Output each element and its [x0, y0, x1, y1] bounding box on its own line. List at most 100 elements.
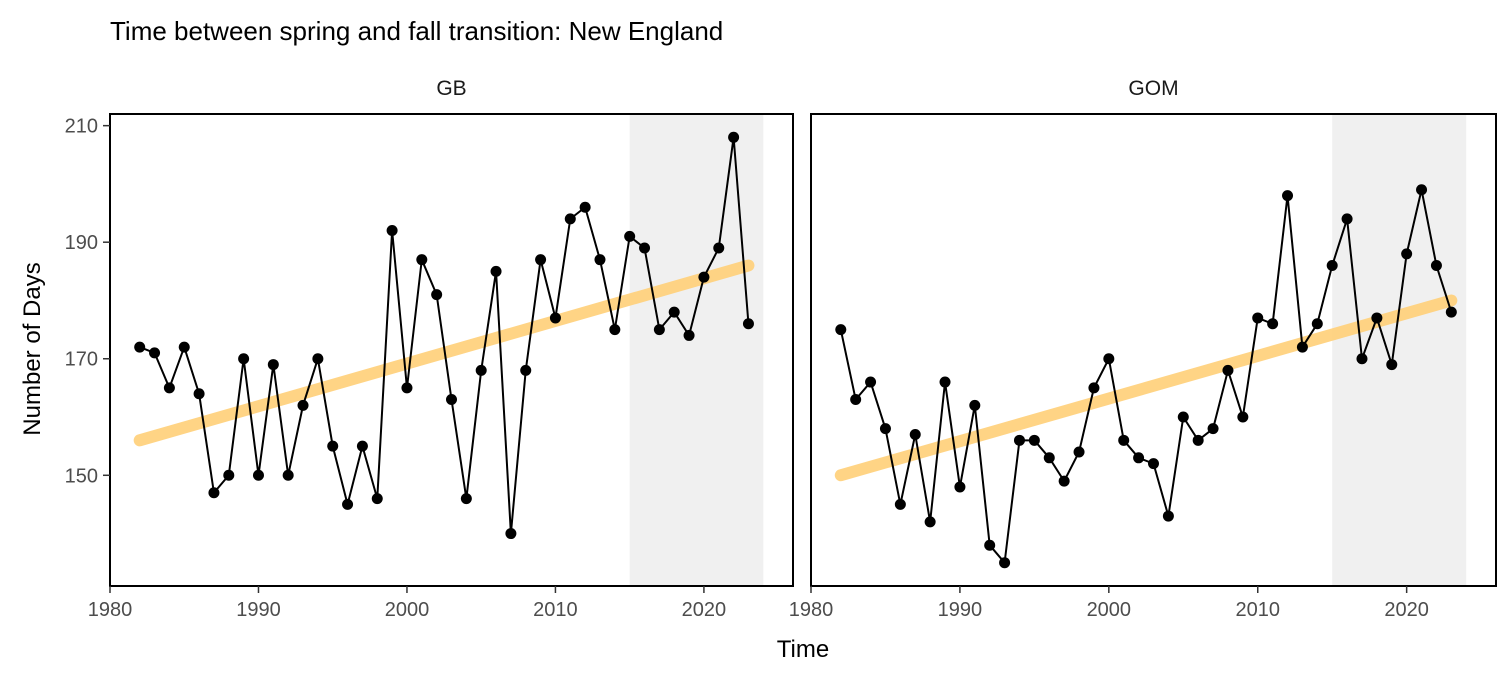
- data-point-gom: [1267, 318, 1279, 330]
- series-line-gb: [139, 136, 750, 535]
- x-tick-label: 2000: [385, 599, 430, 621]
- x-tick-label: 1990: [938, 599, 983, 621]
- data-point-gom: [1222, 364, 1234, 376]
- x-tick-label: 2010: [1235, 599, 1280, 621]
- data-point-gom: [954, 481, 966, 493]
- data-point-gom: [1282, 190, 1294, 202]
- y-tick-label: 190: [65, 232, 98, 254]
- data-point-gom: [1416, 184, 1428, 196]
- data-point-gb: [178, 341, 190, 353]
- x-tick-label: 1980: [88, 599, 133, 621]
- data-point-gb: [683, 329, 695, 341]
- data-point-gom: [1237, 411, 1249, 423]
- data-point-gb: [223, 469, 235, 481]
- data-point-gb: [312, 353, 324, 365]
- data-point-gom: [1088, 382, 1100, 394]
- y-tick-label: 170: [65, 349, 98, 371]
- y-tick-label: 150: [65, 465, 98, 487]
- data-point-gom: [894, 498, 906, 510]
- data-point-gom: [1296, 341, 1308, 353]
- facet-label-gb: GB: [436, 77, 466, 100]
- data-point-gb: [238, 353, 250, 365]
- data-point-gb: [342, 498, 354, 510]
- data-point-gom: [1177, 411, 1189, 423]
- x-tick-label: 1990: [236, 599, 281, 621]
- data-point-gom: [1148, 458, 1159, 470]
- facet-panels: GB 1980 1990 2000 2010 2020 150 170 190 210 GOM 198…: [65, 77, 1497, 621]
- data-point-gb: [594, 254, 606, 266]
- data-point-gb: [282, 469, 294, 481]
- data-point-gom: [1252, 312, 1264, 324]
- data-point-gom: [1162, 510, 1174, 522]
- data-point-gb: [549, 312, 561, 324]
- data-point-gom: [865, 376, 877, 388]
- chart-title: Time between spring and fall transition:…: [110, 16, 723, 46]
- data-point-gb: [252, 469, 264, 481]
- series-line-gom: [839, 188, 1453, 564]
- data-point-gom: [1058, 475, 1070, 487]
- data-point-gb: [579, 201, 591, 213]
- data-point-gom: [1430, 260, 1442, 272]
- data-point-gb: [460, 493, 472, 505]
- data-point-gb: [475, 364, 487, 376]
- data-point-gb: [401, 382, 413, 394]
- shaded-period-gb: [629, 114, 764, 586]
- data-point-gb: [267, 359, 279, 371]
- data-point-gom: [939, 376, 951, 388]
- data-point-gb: [208, 487, 220, 499]
- data-point-gb: [386, 225, 398, 237]
- data-point-gom: [1013, 434, 1025, 446]
- data-point-gb: [713, 242, 725, 254]
- data-point-gb: [446, 394, 457, 406]
- data-point-gom: [1028, 434, 1040, 446]
- x-tick-label: 2020: [682, 599, 727, 621]
- data-point-gom: [1386, 359, 1398, 371]
- data-point-gb: [149, 347, 161, 359]
- data-point-gb: [490, 265, 502, 277]
- data-point-gb: [609, 324, 621, 336]
- x-tick-label: 2000: [1087, 599, 1132, 621]
- data-point-gb: [535, 254, 547, 266]
- panel-gb: GB 1980 1990 2000 2010 2020 150 170 190 210: [65, 77, 794, 621]
- data-point-gb: [698, 271, 710, 283]
- x-tick-label: 2010: [533, 599, 578, 621]
- data-point-gom: [999, 557, 1011, 569]
- data-point-gom: [1073, 446, 1085, 458]
- data-point-gom: [850, 394, 862, 406]
- data-point-gom: [1401, 248, 1413, 260]
- data-point-gom: [1341, 213, 1353, 225]
- data-point-gom: [1043, 452, 1055, 464]
- data-point-gom: [909, 428, 921, 440]
- y-tick-label: 210: [65, 116, 98, 138]
- data-point-gb: [371, 493, 383, 505]
- x-tick-label: 1980: [789, 599, 834, 621]
- data-point-gb: [134, 341, 146, 353]
- data-point-gom: [1371, 312, 1383, 324]
- data-point-gom: [1311, 318, 1323, 330]
- data-point-gom: [1445, 306, 1457, 318]
- data-point-gb: [327, 440, 339, 452]
- data-point-gom: [1326, 260, 1338, 272]
- data-point-gb: [431, 289, 443, 301]
- data-point-gb: [653, 324, 665, 336]
- data-point-gom: [984, 539, 996, 551]
- data-point-gb: [639, 242, 651, 254]
- data-point-gb: [356, 440, 368, 452]
- data-point-gom: [1207, 423, 1219, 435]
- data-point-gom: [1356, 353, 1368, 365]
- panel-border-gb: [109, 113, 794, 587]
- data-point-gom: [835, 324, 847, 336]
- data-point-gb: [728, 131, 740, 143]
- data-point-gb: [564, 213, 576, 225]
- data-point-gb: [416, 254, 428, 266]
- data-point-gom: [879, 423, 891, 435]
- x-axis-title: Time: [777, 636, 829, 663]
- data-point-gb: [297, 399, 309, 411]
- facet-label-gom: GOM: [1128, 77, 1178, 100]
- data-point-gom: [969, 399, 981, 411]
- data-point-gb: [163, 382, 175, 394]
- data-point-gom: [1103, 353, 1115, 365]
- data-point-gb: [742, 318, 754, 330]
